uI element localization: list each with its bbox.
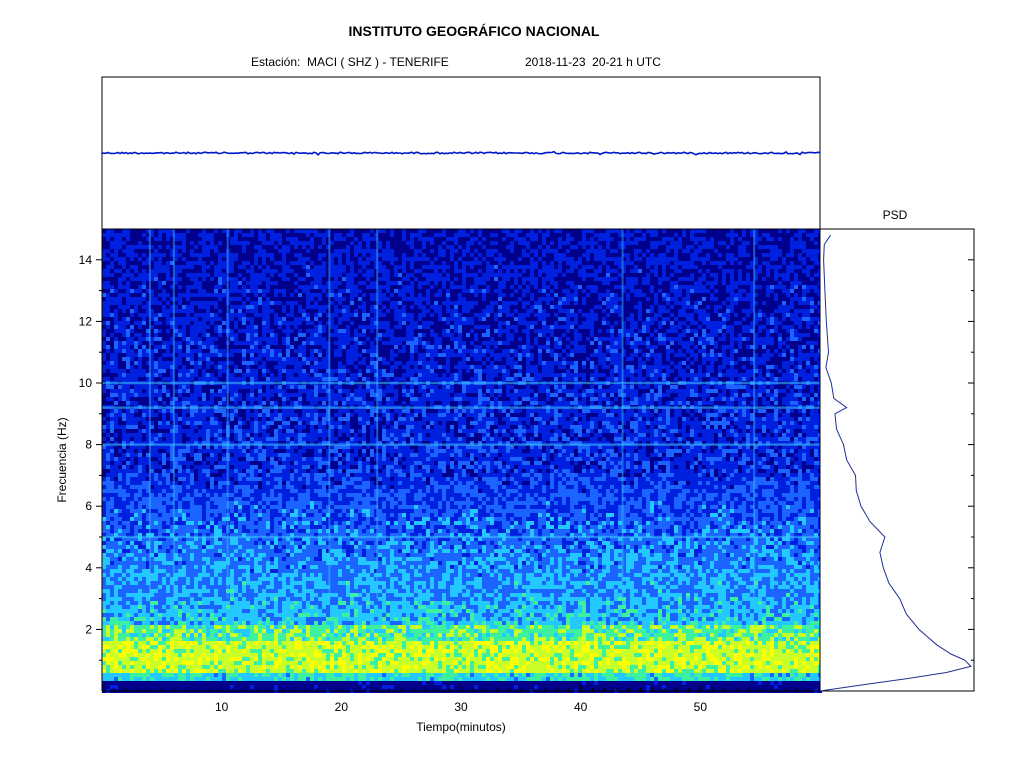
spectral-line-0 [102, 443, 820, 446]
transient-line-3 [328, 229, 331, 599]
y-tick-label: 10 [79, 376, 93, 390]
y-tick-label: 14 [79, 253, 93, 267]
transient-line-6 [753, 229, 756, 599]
seismogram-panel [101, 76, 821, 230]
spectrogram-panel: 10 20 30 40 50 2 4 6 8 10 12 14 [79, 228, 822, 714]
x-axis-label: Tiempo(minutos) [102, 720, 820, 734]
transient-line-1 [172, 229, 175, 599]
y-tick-label: 12 [79, 314, 93, 328]
datetime-label: 2018-11-23 20-21 h UTC [525, 55, 661, 69]
transient-line-0 [148, 229, 151, 599]
x-tick-label: 40 [574, 700, 588, 714]
transient-line-4 [376, 229, 379, 599]
x-tick-label: 30 [454, 700, 468, 714]
psd-frame [819, 228, 975, 692]
psd-title: PSD [867, 208, 923, 222]
transient-line-2 [226, 229, 229, 599]
y-tick-label: 4 [85, 561, 92, 575]
spectral-line-3 [102, 535, 820, 539]
y-tick-label: 6 [85, 499, 92, 513]
spectrogram-cells [102, 229, 822, 693]
chart-title: INSTITUTO GEOGRÁFICO NACIONAL [0, 23, 948, 39]
x-tick-label: 20 [335, 700, 349, 714]
x-tick-label: 10 [215, 700, 229, 714]
psd-panel [819, 228, 975, 692]
psd-curve [819, 234, 972, 692]
seismogram-trace [101, 150, 821, 157]
transient-line-5 [621, 229, 624, 599]
spectral-line-1 [102, 406, 820, 409]
station-label: Estación: MACI ( SHZ ) - TENERIFE [251, 55, 449, 69]
x-tick-label: 50 [694, 700, 708, 714]
y-tick-label: 2 [85, 622, 92, 636]
y-tick-label: 8 [85, 438, 92, 452]
spectral-line-2 [102, 381, 820, 385]
